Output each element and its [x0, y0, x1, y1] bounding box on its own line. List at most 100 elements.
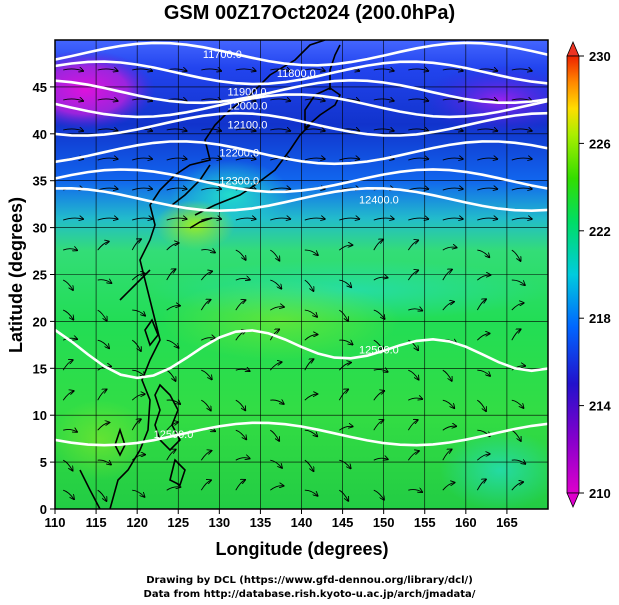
streamline [166, 158, 187, 160]
streamline [408, 129, 428, 131]
streamline [132, 309, 145, 316]
streamline [304, 69, 325, 71]
streamline [131, 419, 141, 431]
y-axis-ticks: 0 5 10 15 20 25 30 35 40 45 [33, 80, 55, 517]
contour-label: 12000.0 [228, 101, 268, 113]
streamline [304, 279, 314, 291]
streamline [132, 188, 152, 190]
streamline [166, 306, 180, 311]
streamline [63, 279, 73, 290]
streamline [477, 275, 490, 281]
taiwan [144, 318, 159, 347]
streamline [63, 429, 77, 431]
y-tick-label: 40 [33, 127, 47, 142]
sakhalin [329, 44, 341, 90]
streamline [304, 99, 325, 101]
contour-line [55, 111, 548, 137]
streamline [97, 99, 118, 101]
streamline [339, 245, 352, 251]
contour-label: 11800.0 [277, 68, 316, 80]
streamline [62, 459, 72, 470]
colorbar-tick-label: 226 [589, 136, 611, 151]
streamline [97, 158, 118, 160]
contour-label: 11700.0 [203, 49, 242, 61]
streamline [97, 280, 112, 283]
y-tick-label: 20 [33, 314, 47, 329]
streamline [201, 338, 215, 341]
streamline [477, 399, 486, 411]
streamline [408, 398, 422, 401]
streamline [97, 339, 109, 348]
streamline [304, 359, 314, 371]
x-tick-label: 150 [373, 515, 395, 530]
streamline [442, 399, 455, 408]
streamline [166, 129, 187, 131]
hokkaido [304, 87, 342, 130]
streamline [270, 129, 290, 131]
streamline [63, 218, 83, 220]
y-tick-label: 30 [33, 221, 47, 236]
streamline [97, 489, 107, 501]
streamline [408, 158, 428, 160]
streamline [235, 429, 247, 439]
map-title: GSM 00Z17Oct2024 (200.0hPa) [163, 2, 456, 24]
streamline [339, 426, 353, 431]
streamline [338, 389, 348, 401]
streamline [235, 300, 246, 311]
streamline [166, 422, 179, 431]
cyan-area-southeast [440, 430, 548, 509]
colorbar: 210 214 218 222 226 230 [566, 40, 611, 509]
colorbar-tick-label: 222 [589, 224, 611, 239]
streamline [200, 451, 211, 461]
streamline [511, 399, 524, 408]
hainan-vietnam [114, 427, 126, 457]
streamline [476, 334, 489, 341]
streamline [132, 489, 144, 497]
streamline [373, 277, 388, 281]
streamline [270, 486, 283, 491]
contour-label: 12200.0 [219, 148, 259, 160]
streamline [63, 99, 83, 101]
streamline [62, 391, 73, 401]
streamline [97, 389, 107, 401]
contour-line [55, 41, 548, 67]
korean-peninsula [171, 164, 211, 206]
colorbar-tick-label: 218 [589, 311, 611, 326]
colorbar-tick-label: 214 [589, 399, 611, 414]
streamline [97, 242, 109, 251]
streamline [477, 158, 497, 160]
contour-label: 11900.0 [228, 87, 267, 99]
streamline [511, 218, 532, 220]
streamline [235, 278, 250, 280]
colorbar-tick-label: 210 [589, 486, 611, 501]
streamline [201, 369, 212, 379]
streamline [339, 459, 350, 468]
streamline [131, 273, 144, 281]
japan-kyushu [189, 217, 213, 229]
japan-honshu [194, 124, 311, 216]
streamline [131, 455, 145, 461]
contour-line [55, 93, 548, 119]
streamline [304, 249, 318, 255]
streamline [476, 299, 486, 311]
streamline [373, 309, 385, 319]
streamline [304, 334, 318, 341]
streamline [339, 339, 352, 345]
streamline [269, 329, 279, 341]
streamline [63, 129, 83, 131]
streamline [166, 400, 181, 404]
streamline [270, 69, 290, 71]
x-tick-label: 115 [86, 515, 107, 530]
contour-label: 12100.0 [228, 119, 268, 131]
y-tick-label: 45 [33, 80, 47, 95]
streamline [511, 279, 525, 285]
streamline [408, 339, 418, 350]
streamline [408, 188, 428, 190]
streamline [407, 240, 418, 251]
streamline [270, 188, 290, 190]
streamline [132, 99, 152, 101]
y-tick-label: 5 [40, 455, 47, 470]
streamline [511, 158, 532, 160]
streamline [373, 489, 384, 500]
